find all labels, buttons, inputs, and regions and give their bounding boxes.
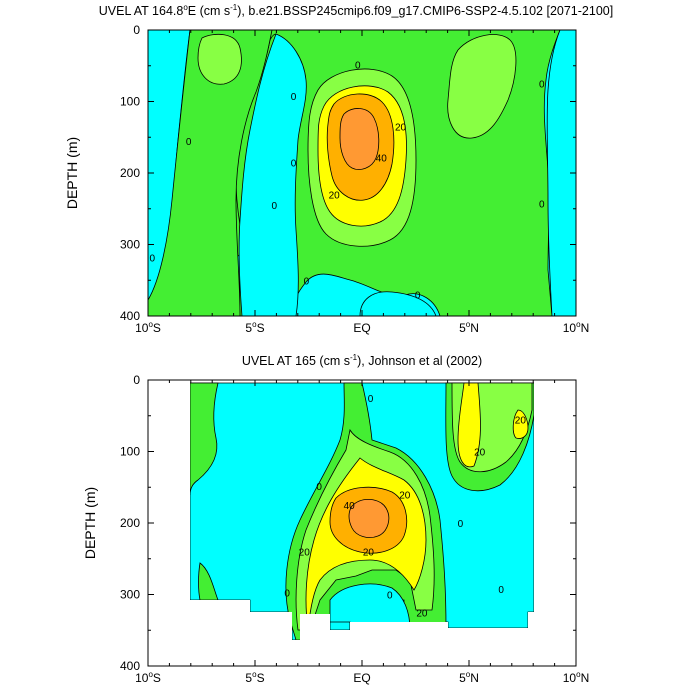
panel-1-contour-labels: 0 0 0 0 0 0 0 0 0 0 20 40 20 <box>149 60 545 302</box>
contour-label: 20 <box>474 448 486 459</box>
contour-label: 0 <box>304 276 310 287</box>
panel-2-title: UVEL AT 165 (cm s-1), Johnson et al (200… <box>242 353 482 368</box>
panel-1-ytick-label: 400 <box>120 309 140 323</box>
panel-1-region-10-20-west <box>197 33 242 85</box>
panel-2-region-20-30-east <box>457 382 481 468</box>
contour-label: 40 <box>344 501 356 512</box>
panel-1-xtick-label: EQ <box>353 321 370 335</box>
panel-2-mask-west <box>148 380 190 666</box>
panel-1-region-negative-south <box>359 291 437 316</box>
panel-1-ytick-label: 300 <box>120 238 140 252</box>
contour-label: 0 <box>186 137 192 148</box>
panel-2-region-20-30-northeast <box>512 409 529 439</box>
panel-1-ylabel: DEPTH (m) <box>64 137 80 209</box>
contour-label: 0 <box>458 519 464 530</box>
panel-2-xtick-label: EQ <box>353 671 370 685</box>
contour-label: 20 <box>299 548 311 559</box>
panel-1-region-negative-east <box>546 30 576 316</box>
contour-label: 0 <box>539 200 545 211</box>
contour-label: 20 <box>416 608 428 619</box>
contour-label: 20 <box>399 490 411 501</box>
contour-label: 0 <box>291 92 297 103</box>
contour-label: 0 <box>355 60 361 71</box>
panel-2-xtick-label: 5oS <box>245 670 264 685</box>
panel-1-region-10-20-east <box>447 34 517 139</box>
contour-label: 0 <box>368 394 374 405</box>
contour-label: 40 <box>376 153 388 164</box>
panel-1-xtick-label: 5oN <box>459 320 479 335</box>
contour-label: 0 <box>539 80 545 91</box>
panel-2-ytick-label: 0 <box>133 373 140 387</box>
contour-label: 20 <box>395 123 407 134</box>
panel-2-mask-south <box>190 600 534 666</box>
panel-2-region-0-10-west <box>189 382 219 496</box>
panel-2-ylabel: DEPTH (m) <box>82 487 98 559</box>
panel-2-contour-labels: 0 0 20 40 20 20 0 0 0 20 20 20 0 <box>284 394 527 620</box>
contour-label: 0 <box>415 291 421 302</box>
panel-1-xtick-label: 10oS <box>135 320 161 335</box>
panel-2-ytick-label: 300 <box>120 588 140 602</box>
contour-label: 20 <box>363 548 375 559</box>
panel-1-ytick-label: 100 <box>120 95 140 109</box>
panel-1-region-0-10-west <box>148 30 273 316</box>
panel-1-region-negative-mid <box>238 33 307 316</box>
panel-2-xtick-label: 10oS <box>135 670 161 685</box>
panel-2-ytick-label: 400 <box>120 659 140 673</box>
panel-1-xtick-label: 5oS <box>245 320 264 335</box>
contour-label: 0 <box>387 591 393 602</box>
panel-2-xtick-label: 10oN <box>563 670 589 685</box>
contour-label: 0 <box>284 588 290 599</box>
panel-1-region-jet-40 <box>339 108 380 170</box>
panel-2-region-jet-40 <box>348 499 390 538</box>
panel-2-mask-east <box>534 380 576 666</box>
contour-label: 0 <box>291 158 297 169</box>
contour-label: 20 <box>329 190 341 201</box>
panel-2-ytick-label: 200 <box>120 516 140 530</box>
panel-1-xtick-label: 10oN <box>563 320 589 335</box>
contour-label: 0 <box>271 201 277 212</box>
panel-1-ytick-label: 0 <box>133 23 140 37</box>
panel-2-xtick-label: 5oN <box>459 670 479 685</box>
panel-1-ytick-label: 200 <box>120 166 140 180</box>
contour-label: 0 <box>316 482 322 493</box>
panel-2-ytick-label: 100 <box>120 445 140 459</box>
contour-label: 20 <box>515 415 527 426</box>
panel-1-title: UVEL AT 164.8oE (cm s-1), b.e21.BSSP245c… <box>99 3 613 18</box>
contour-label: 0 <box>149 253 155 264</box>
contour-label: 0 <box>498 585 504 596</box>
